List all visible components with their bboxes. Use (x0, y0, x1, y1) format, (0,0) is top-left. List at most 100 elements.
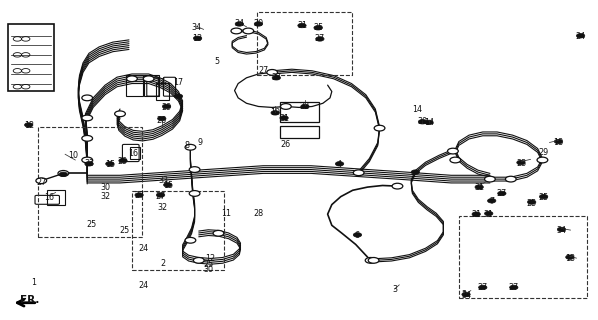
Text: 34: 34 (461, 291, 471, 300)
Text: 26: 26 (157, 116, 167, 125)
Circle shape (231, 28, 242, 34)
Circle shape (301, 104, 309, 109)
Circle shape (267, 69, 277, 75)
Circle shape (554, 139, 563, 144)
Text: 5: 5 (214, 57, 219, 66)
Text: 34: 34 (191, 23, 202, 32)
Text: 8: 8 (184, 141, 190, 150)
Circle shape (193, 36, 202, 41)
Circle shape (368, 258, 379, 263)
Circle shape (472, 212, 480, 216)
Circle shape (185, 237, 196, 243)
Text: 3: 3 (392, 285, 397, 294)
Circle shape (164, 183, 172, 187)
Text: 24: 24 (139, 244, 149, 253)
Bar (47, 190, 65, 205)
Text: 25: 25 (119, 226, 129, 235)
Bar (8, 24, 54, 91)
Circle shape (127, 76, 138, 82)
Text: 27: 27 (509, 283, 519, 292)
Circle shape (539, 195, 548, 199)
Text: 23: 23 (516, 159, 526, 168)
Text: 26: 26 (281, 140, 291, 149)
Text: 6: 6 (355, 231, 360, 240)
Circle shape (163, 104, 170, 109)
Text: 31: 31 (474, 183, 484, 192)
Text: 25: 25 (538, 193, 549, 202)
Circle shape (353, 233, 362, 237)
Text: 12: 12 (24, 121, 34, 131)
Circle shape (316, 37, 324, 41)
Text: 27: 27 (36, 179, 47, 188)
Text: 29: 29 (161, 103, 172, 112)
Text: 27: 27 (478, 283, 488, 292)
Text: 7: 7 (489, 197, 495, 206)
Circle shape (365, 258, 376, 263)
Text: 15: 15 (163, 181, 173, 190)
Circle shape (517, 160, 525, 165)
Text: 14: 14 (412, 105, 422, 114)
Circle shape (82, 95, 93, 101)
Circle shape (106, 162, 114, 166)
Circle shape (243, 28, 254, 34)
Circle shape (272, 76, 280, 80)
Text: 34: 34 (234, 20, 245, 28)
Circle shape (82, 135, 93, 141)
Text: 11: 11 (221, 209, 231, 218)
Circle shape (462, 292, 470, 297)
Text: 12: 12 (206, 254, 216, 263)
Text: FR.: FR. (20, 295, 39, 305)
Circle shape (280, 104, 291, 109)
Circle shape (335, 162, 344, 166)
Text: 3: 3 (462, 290, 467, 299)
Text: 30: 30 (100, 183, 110, 192)
Bar (459, 216, 587, 298)
Bar (257, 12, 352, 75)
Bar (144, 75, 159, 96)
Bar (280, 125, 319, 138)
Circle shape (189, 191, 200, 196)
Circle shape (411, 170, 420, 174)
Text: 27: 27 (315, 35, 325, 44)
Circle shape (392, 183, 403, 189)
Text: 27: 27 (271, 73, 282, 82)
Circle shape (450, 157, 460, 163)
Text: 13: 13 (565, 254, 575, 263)
Text: 34: 34 (557, 226, 566, 235)
Circle shape (119, 158, 127, 163)
Circle shape (475, 185, 483, 189)
Text: 10: 10 (69, 151, 78, 160)
Circle shape (280, 116, 288, 120)
Text: 16: 16 (128, 149, 138, 158)
Text: 30: 30 (203, 265, 213, 275)
Circle shape (144, 76, 154, 82)
Circle shape (314, 26, 322, 30)
Circle shape (509, 285, 518, 290)
Circle shape (157, 193, 165, 197)
Circle shape (566, 255, 574, 260)
Text: 19: 19 (270, 108, 280, 117)
Text: 24: 24 (139, 281, 149, 290)
Text: 29: 29 (538, 148, 549, 157)
Text: 17: 17 (155, 78, 166, 87)
Text: 18: 18 (554, 138, 563, 147)
Circle shape (498, 191, 506, 196)
Circle shape (484, 211, 493, 216)
Bar (126, 75, 143, 96)
Text: 31: 31 (484, 210, 494, 219)
Circle shape (189, 167, 200, 172)
Circle shape (425, 120, 433, 124)
Circle shape (213, 230, 224, 236)
Text: 24: 24 (575, 32, 585, 41)
Text: 32: 32 (158, 203, 168, 212)
Bar (38, 127, 142, 237)
Circle shape (557, 227, 566, 232)
Circle shape (85, 162, 93, 166)
Text: 29: 29 (118, 157, 128, 166)
Circle shape (254, 22, 263, 26)
Text: 16: 16 (45, 193, 54, 202)
Circle shape (478, 285, 487, 290)
Circle shape (537, 157, 548, 163)
Circle shape (505, 176, 516, 182)
Bar (132, 191, 224, 270)
